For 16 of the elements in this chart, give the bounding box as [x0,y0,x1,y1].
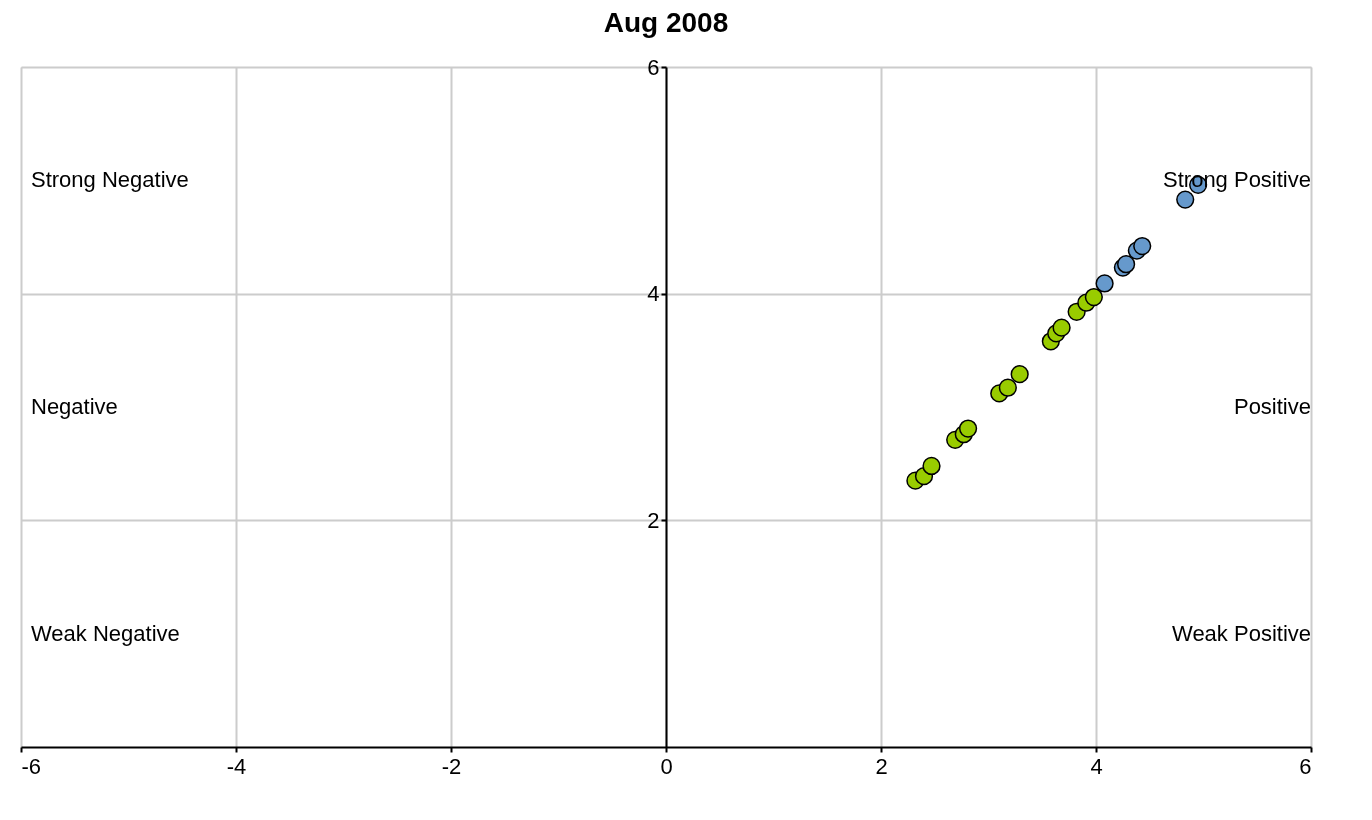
x-tick-label: -4 [226,753,247,779]
annotation: Strong Negative [31,167,189,193]
x-tick-label: -2 [441,753,462,779]
x-tick-label: -6 [21,753,42,779]
y-tick-label: 6 [647,54,660,80]
x-tick-label: 6 [1299,753,1312,779]
x-tick-label: 2 [875,753,888,779]
x-tick-label: 0 [660,753,673,779]
y-tick-label: 2 [647,507,660,533]
y-tick-label: 4 [647,281,660,307]
annotation: Weak Positive [1172,620,1311,646]
annotation: Weak Negative [31,620,180,646]
chart-title: Aug 2008 [603,7,729,38]
annotation: Positive [1233,394,1311,419]
x-tick-label: 4 [1090,753,1103,779]
annotation: Negative [31,394,118,419]
